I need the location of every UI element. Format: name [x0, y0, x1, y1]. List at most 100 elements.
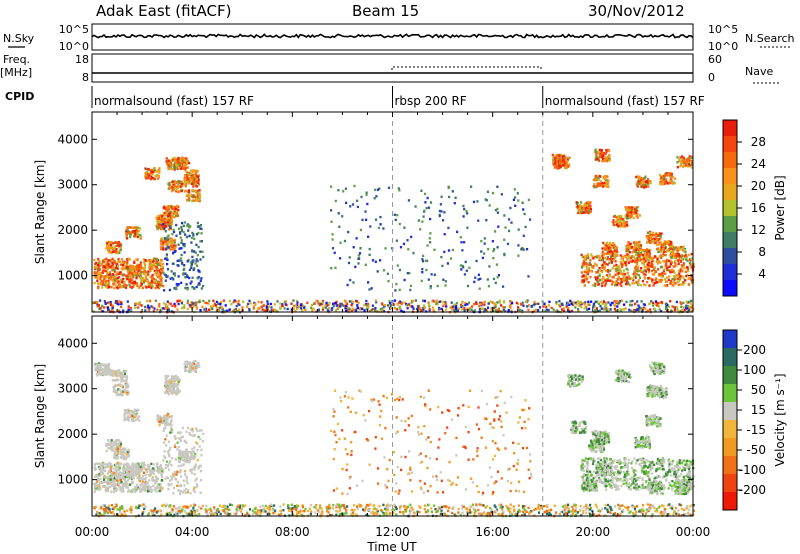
scatter-cell: [261, 308, 264, 311]
scatter-cell: [164, 218, 167, 222]
scatter-cell: [171, 248, 174, 251]
scatter-cell: [150, 286, 153, 290]
scatter-cell: [170, 423, 173, 427]
scatter-cell: [641, 257, 644, 260]
scatter-cell: [174, 244, 177, 247]
scatter-cell: [439, 203, 442, 206]
scatter-cell: [658, 255, 661, 258]
scatter-cell: [169, 242, 172, 245]
scatter-cell: [167, 216, 170, 220]
scatter-cell: [635, 281, 638, 284]
scatter-cell: [180, 281, 183, 284]
scatter-cell: [341, 304, 344, 307]
scatter-cell: [679, 163, 683, 166]
scatter-cell: [105, 449, 108, 453]
scatter-cell: [600, 254, 604, 258]
scatter-cell: [646, 261, 649, 264]
scatter-cell: [115, 279, 118, 282]
scatter-cell: [148, 307, 151, 310]
scatter-cell: [609, 308, 612, 311]
scatter-cell: [428, 305, 431, 308]
scatter-cell: [153, 168, 156, 172]
scatter-cell: [638, 178, 641, 181]
scatter-cell: [490, 308, 493, 312]
scatter-cell: [176, 308, 179, 311]
scatter-cell: [119, 272, 122, 276]
scatter-cell: [94, 367, 97, 370]
scatter-cell: [566, 158, 569, 162]
scatter-cell: [607, 185, 610, 188]
scatter-cell: [555, 153, 558, 157]
scatter-cell: [598, 274, 601, 278]
scatter-cell: [618, 217, 621, 220]
scatter-cell: [673, 182, 676, 185]
scatter-cell: [105, 444, 108, 448]
scatter-cell: [317, 308, 320, 312]
scatter-cell: [377, 226, 380, 230]
scatter-cell: [172, 230, 176, 234]
scatter-cell: [625, 221, 628, 224]
scatter-cell: [194, 180, 198, 183]
scatter-cell: [112, 250, 115, 254]
scatter-cell: [650, 235, 653, 238]
scatter-cell: [455, 302, 458, 305]
scatter-cell: [617, 224, 620, 228]
scatter-cell: [98, 372, 101, 375]
scatter-cell: [450, 301, 453, 304]
scatter-cell: [102, 280, 105, 283]
scatter-cell: [583, 259, 586, 262]
scatter-cell: [637, 255, 640, 258]
scatter-cell: [594, 275, 597, 279]
scatter-cell: [606, 252, 609, 255]
scatter-cell: [643, 255, 646, 259]
scatter-cell: [186, 307, 189, 311]
scatter-cell: [637, 265, 640, 268]
scatter-cell: [625, 267, 628, 271]
scatter-cell: [124, 447, 127, 450]
scatter-cell: [598, 279, 601, 282]
scatter-cell: [657, 238, 661, 241]
scatter-cell: [115, 244, 118, 247]
scatter-cell: [149, 261, 152, 264]
scatter-cell: [636, 216, 639, 219]
scatter-cell: [97, 372, 100, 376]
scatter-cell: [628, 284, 631, 287]
scatter-cell: [593, 305, 597, 308]
scatter-cell: [265, 306, 268, 309]
scatter-cell: [662, 260, 666, 263]
scatter-cell: [682, 165, 685, 169]
scatter-cell: [105, 366, 108, 369]
scatter-cell: [632, 206, 636, 209]
scatter-cell: [107, 439, 110, 442]
scatter-cell: [179, 236, 182, 239]
scatter-cell: [166, 413, 169, 417]
scatter-cell: [599, 150, 602, 153]
scatter-cell: [157, 228, 160, 231]
scatter-cell: [172, 387, 175, 391]
scatter-cell: [507, 309, 510, 312]
scatter-cell: [604, 279, 607, 282]
scatter-cell: [660, 245, 663, 249]
scatter-cell: [654, 234, 657, 237]
scatter-cell: [172, 180, 175, 183]
scatter-cell: [619, 268, 622, 271]
scatter-cell: [464, 302, 467, 305]
scatter-cell: [172, 183, 175, 187]
scatter-cell: [115, 273, 119, 276]
scatter-cell: [113, 277, 116, 281]
scatter-cell: [102, 259, 105, 262]
scatter-cell: [664, 272, 667, 275]
scatter-cell: [690, 299, 693, 303]
scatter-cell: [128, 280, 131, 284]
scatter-cell: [608, 273, 611, 276]
scatter-cell: [120, 384, 123, 387]
scatter-cell: [670, 245, 673, 249]
scatter-cell: [197, 195, 200, 198]
scatter-cell: [252, 305, 256, 308]
scatter-cell: [306, 301, 309, 304]
scatter-cell: [670, 308, 673, 312]
scatter-cell: [660, 275, 663, 278]
scatter-cell: [610, 244, 613, 247]
scatter-cell: [612, 259, 615, 262]
scatter-cell: [486, 306, 490, 309]
